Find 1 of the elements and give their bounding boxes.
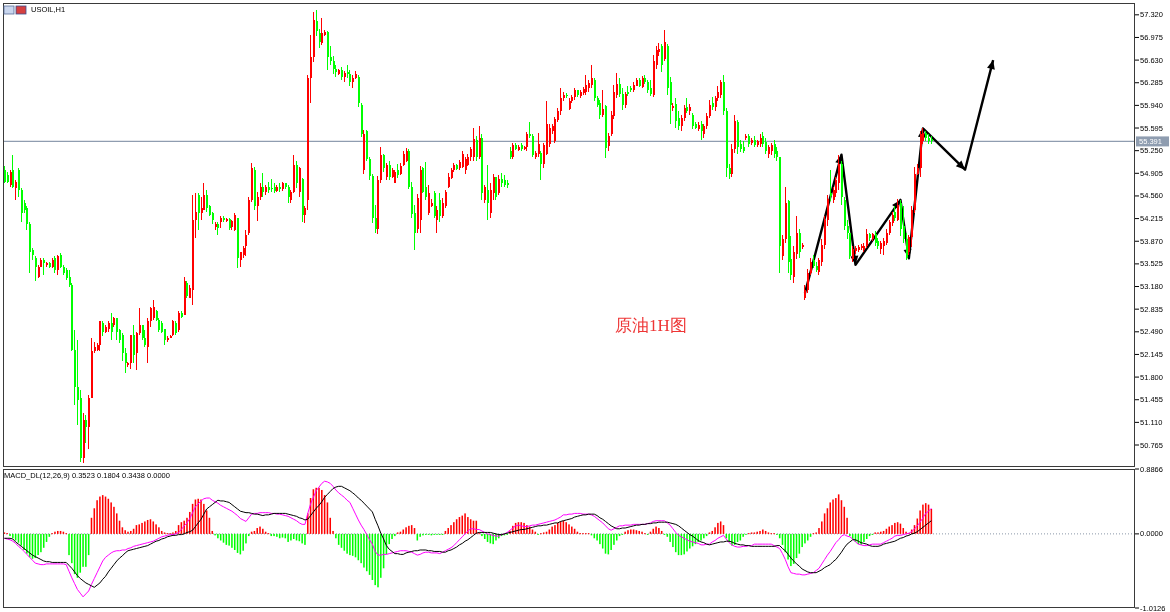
annotation: 原油1H图 [615,316,687,335]
